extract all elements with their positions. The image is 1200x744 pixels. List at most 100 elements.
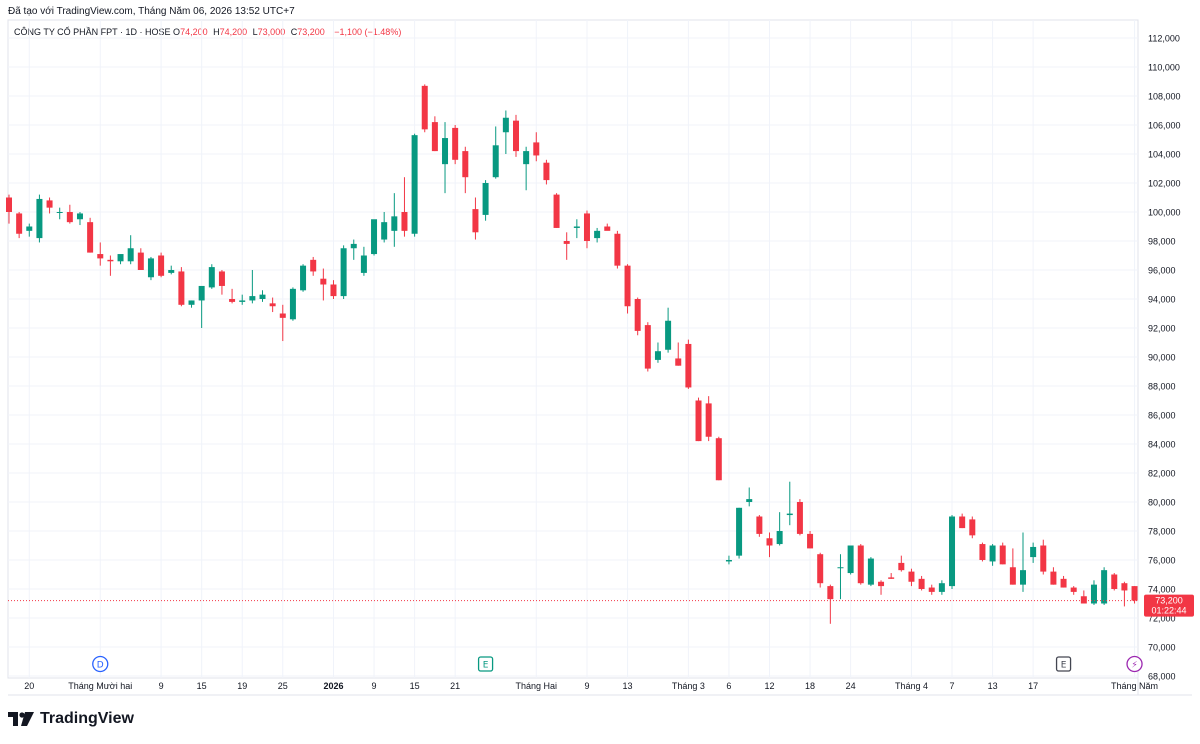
candle [492,126,499,179]
candle [300,264,307,292]
candle [452,125,459,165]
last-price-label-bg [1144,594,1194,617]
x-tick-label: 24 [846,681,856,691]
x-tick-label: 20 [24,681,34,691]
x-tick-label: 21 [450,681,460,691]
candle [36,194,43,243]
x-tick-label: 9 [584,681,589,691]
candle-body [888,577,895,579]
candle-body [644,325,651,369]
y-tick-label: 100,000 [1148,208,1181,218]
chart-header: Đã tạo với TradingView.com, Tháng Năm 06… [8,6,295,17]
y-tick-label: 88,000 [1148,382,1176,392]
candle [908,568,915,587]
y-tick-label: 90,000 [1148,353,1176,363]
candle-body [6,197,12,212]
last-price-value: 73,200 [1155,596,1183,606]
candle [239,294,246,305]
tradingview-logo[interactable]: TradingView [8,710,134,728]
symbol-legend: CÔNG TY CỔ PHẦN FPT · 1D · HOSE O74,200 … [14,27,401,37]
candle [249,270,256,304]
candle-body [624,265,631,307]
plot-frame [7,19,1139,679]
open-label: O [173,27,181,37]
candle-body [472,209,479,233]
x-tick-label: Tháng 3 [672,681,705,691]
candle [898,555,905,572]
candle-body [513,120,519,152]
candle [715,436,722,481]
candle [320,268,327,301]
candle [513,114,519,157]
candle-body [989,545,996,562]
candle-body [1131,586,1138,601]
candle [644,322,651,372]
candle-body [1121,583,1128,591]
candle [26,223,33,237]
marker-letter: E [483,661,489,671]
candle-body [715,438,722,481]
candle [16,212,23,239]
candle-body [178,271,185,305]
candle-body [198,285,205,301]
earnings-marker-icon: E [477,656,494,672]
candle-body [1009,567,1016,585]
y-tick-label: 76,000 [1148,556,1176,566]
candle-body [857,545,864,584]
candle-body [411,135,418,234]
candle [867,557,874,587]
candle-body [563,241,570,244]
candle-body [442,138,449,165]
candle-body [46,200,53,208]
time-axis[interactable]: 20 Tháng Mười hai 9 15 19 25 2026 9 15 21 Tháng Ha… [24,681,1158,691]
candle-body [502,117,509,133]
candle [371,219,378,256]
candle-body [1060,578,1067,588]
y-tick-label: 104,000 [1148,150,1181,160]
candle [756,515,763,537]
candle [918,575,925,591]
candle-body [36,198,43,239]
candle-body [76,213,83,220]
candle [614,230,621,269]
candle-body [837,567,844,569]
marker-letter: ⚡ [1131,661,1137,671]
candle [442,122,449,194]
grid-lines [7,19,1192,696]
candle-body [969,519,976,536]
candle-body [218,271,225,286]
candle [563,232,570,260]
candle [411,133,418,237]
y-tick-label: 70,000 [1148,643,1176,653]
x-tick-label: 2026 [323,681,343,691]
candle [1121,581,1128,607]
candle [198,285,205,328]
y-tick-label: 72,000 [1148,614,1176,624]
y-tick-label: 80,000 [1148,498,1176,508]
candle [675,342,682,366]
price-axis[interactable]: 68,000 70,000 72,000 74,000 76,000 78,000 80,0… [1148,34,1181,682]
candle [46,197,53,214]
candle [117,254,124,265]
candle [259,290,266,302]
candle-body [289,288,296,320]
candle-body [756,516,763,534]
candle-body [796,502,803,534]
candle-body [847,545,854,574]
x-tick-label: 12 [764,681,774,691]
candle [1111,573,1118,591]
dividend-marker-icon: D [92,655,109,673]
candle-body [634,299,641,331]
candle-body [66,212,73,223]
x-tick-label: 15 [197,681,207,691]
candle [127,235,134,265]
candle-body [350,243,357,249]
candle-body [705,403,712,437]
candle [817,552,824,588]
low-label: L [252,27,258,37]
candle-body [421,85,428,130]
candle [137,248,144,270]
candle-body [898,562,905,571]
candle [766,532,773,558]
